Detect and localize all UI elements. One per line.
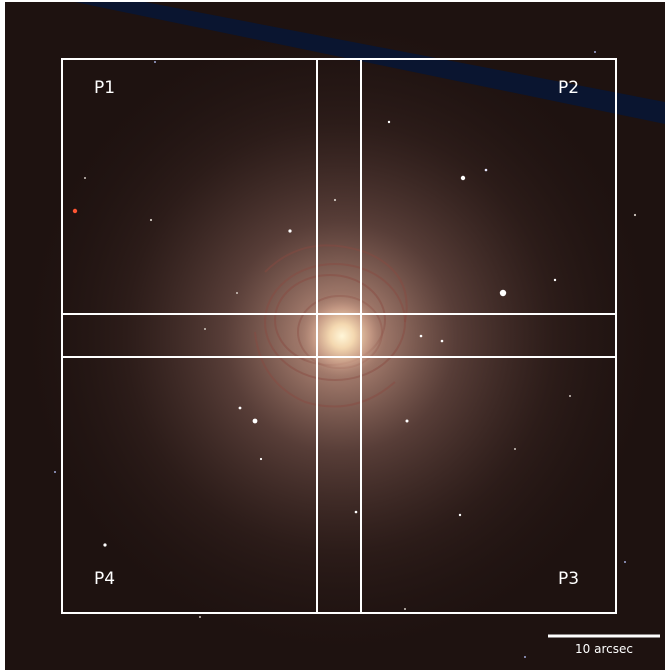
satellite-trail [75,2,665,124]
stars [54,51,637,658]
galaxy-image [5,2,665,670]
scale-bar-label: 10 arcsec [575,642,633,656]
region-label-p4: P4 [94,569,116,589]
region-label-p1: P1 [94,78,116,98]
galaxy-photo [5,2,665,670]
region-label-p3: P3 [558,569,580,589]
outer-box [61,58,617,614]
region-overlay [61,58,617,614]
galaxy-core [294,288,390,384]
region-label-p2: P2 [558,78,580,98]
